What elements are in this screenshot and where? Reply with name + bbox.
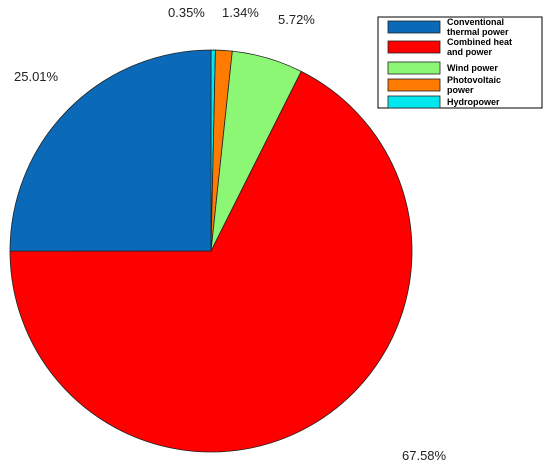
pct-label-conventional: 25.01% [14, 69, 59, 84]
legend-label: and power [447, 47, 493, 57]
pie-slice-conventional-thermal-power [9, 49, 212, 252]
percentage-labels: 0.35% 1.34% 5.72% 25.01% 67.58% [14, 5, 447, 463]
legend-label: Combined heat [447, 37, 512, 47]
legend-swatch [387, 61, 441, 75]
legend-item-wind-power: Wind power [387, 61, 498, 75]
legend-label: Hydropower [447, 97, 500, 107]
pct-label-combined-heat: 67.58% [402, 448, 447, 463]
legend-swatch [387, 20, 441, 34]
pie-slices [9, 49, 413, 453]
pct-label-photovoltaic: 1.34% [222, 5, 259, 20]
legend-label: Photovoltaic [447, 75, 501, 85]
legend-swatch [387, 78, 441, 92]
pct-label-wind: 5.72% [278, 12, 315, 27]
legend-swatch [387, 40, 441, 54]
legend-label: thermal power [447, 27, 509, 37]
pie-slice-combined-heat-and-power [9, 70, 413, 453]
legend-label: Conventional [447, 17, 504, 27]
legend-item-hydropower: Hydropower [387, 95, 500, 109]
legend-swatch [387, 95, 441, 109]
pct-label-hydropower: 0.35% [168, 5, 205, 20]
legend-label: Wind power [447, 63, 498, 73]
legend-label: power [447, 85, 474, 95]
